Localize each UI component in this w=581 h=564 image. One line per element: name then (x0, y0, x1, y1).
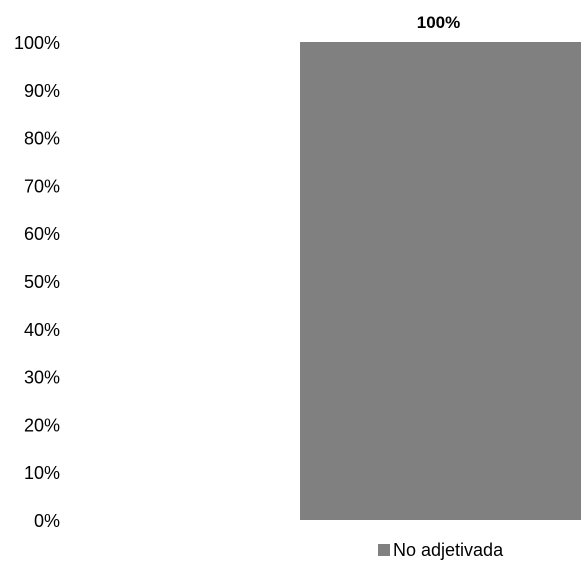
y-tick-label: 10% (24, 463, 60, 483)
y-tick-label: 40% (24, 320, 60, 340)
y-axis-tick-labels: 0% 10% 20% 30% 40% 50% 60% 70% 80% 90% 100% (14, 33, 60, 531)
y-tick-label: 70% (24, 176, 60, 196)
y-tick-label: 30% (24, 368, 60, 388)
legend-swatch (378, 544, 390, 556)
y-tick-label: 60% (24, 224, 60, 244)
y-tick-label: 50% (24, 272, 60, 292)
y-tick-label: 80% (24, 129, 60, 149)
y-tick-label: 90% (24, 81, 60, 101)
legend-label: No adjetivada (393, 540, 504, 560)
y-tick-label: 100% (14, 33, 60, 53)
y-tick-label: 20% (24, 415, 60, 435)
bars-group (300, 42, 581, 520)
data-labels-group: 100% (417, 13, 460, 32)
data-label: 100% (417, 13, 460, 32)
bar (300, 42, 581, 520)
y-tick-label: 0% (34, 511, 60, 531)
legend: No adjetivada (378, 540, 504, 560)
